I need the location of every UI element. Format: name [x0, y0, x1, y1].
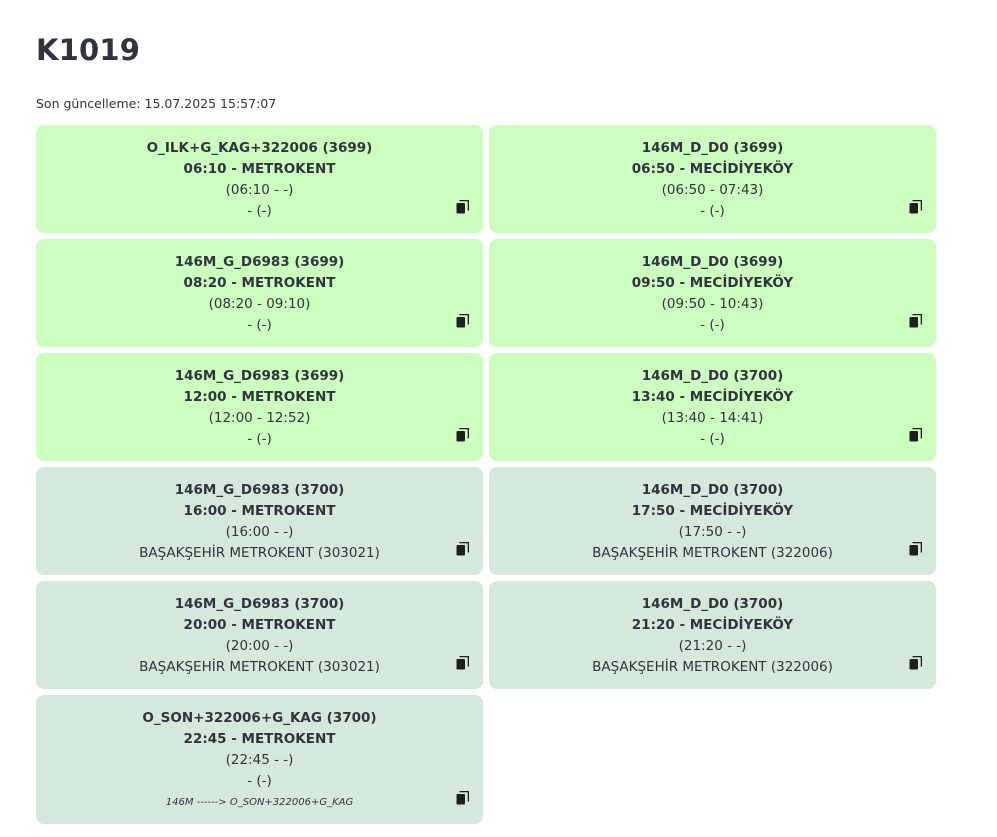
copy-icon[interactable]	[909, 427, 923, 442]
time-range: (22:45 - -)	[225, 752, 294, 768]
time-range: (13:40 - 14:41)	[661, 410, 764, 426]
copy-icon[interactable]	[456, 790, 470, 805]
current-stop: - (-)	[700, 317, 725, 333]
departure-time-stop: 06:10 - METROKENT	[183, 161, 336, 177]
page-title: K1019	[36, 33, 141, 67]
trip-card: 146M_D_D0 (3700) 21:20 - MECİDİYEKÖY (21:2…	[489, 581, 936, 689]
current-stop: BAŞAKŞEHİR METROKENT (322006)	[592, 545, 833, 561]
time-range: (09:50 - 10:43)	[661, 296, 764, 312]
trip-code: 146M_D_D0 (3699)	[641, 140, 784, 156]
trip-code: 146M_D_D0 (3700)	[641, 368, 784, 384]
trip-card-grid: O_ILK+G_KAG+322006 (3699) 06:10 - METROKE…	[36, 125, 936, 824]
time-range: (16:00 - -)	[225, 524, 294, 540]
trip-code: O_ILK+G_KAG+322006 (3699)	[146, 140, 373, 156]
trip-card: O_SON+322006+G_KAG (3700) 22:45 - METROKE…	[36, 695, 483, 824]
time-range: (17:50 - -)	[678, 524, 747, 540]
time-range: (06:10 - -)	[225, 182, 294, 198]
trip-card: 146M_D_D0 (3699) 06:50 - MECİDİYEKÖY (06:5…	[489, 125, 936, 233]
trip-card: 146M_D_D0 (3699) 09:50 - MECİDİYEKÖY (09:5…	[489, 239, 936, 347]
trip-code: 146M_G_D6983 (3700)	[174, 482, 345, 498]
departure-time-stop: 17:50 - MECİDİYEKÖY	[631, 503, 794, 519]
time-range: (20:00 - -)	[225, 638, 294, 654]
trip-card: O_ILK+G_KAG+322006 (3699) 06:10 - METROKE…	[36, 125, 483, 233]
current-stop: - (-)	[700, 431, 725, 447]
departure-time-stop: 22:45 - METROKENT	[183, 731, 336, 747]
trip-code: 146M_G_D6983 (3699)	[174, 254, 345, 270]
trip-card: 146M_G_D6983 (3700) 16:00 - METROKENT (16:…	[36, 467, 483, 575]
time-range: (06:50 - 07:43)	[661, 182, 764, 198]
trip-code: 146M_G_D6983 (3700)	[174, 596, 345, 612]
departure-time-stop: 08:20 - METROKENT	[183, 275, 336, 291]
trip-code: 146M_G_D6983 (3699)	[174, 368, 345, 384]
departure-time-stop: 13:40 - MECİDİYEKÖY	[631, 389, 794, 405]
copy-icon[interactable]	[909, 199, 923, 214]
current-stop: - (-)	[700, 203, 725, 219]
time-range: (21:20 - -)	[678, 638, 747, 654]
trip-code: 146M_D_D0 (3699)	[641, 254, 784, 270]
departure-time-stop: 12:00 - METROKENT	[183, 389, 336, 405]
current-stop: - (-)	[247, 773, 272, 789]
departure-time-stop: 16:00 - METROKENT	[183, 503, 336, 519]
departure-time-stop: 20:00 - METROKENT	[183, 617, 336, 633]
copy-icon[interactable]	[909, 313, 923, 328]
trip-card: 146M_G_D6983 (3699) 08:20 - METROKENT (08:…	[36, 239, 483, 347]
trip-card: 146M_D_D0 (3700) 13:40 - MECİDİYEKÖY (13:4…	[489, 353, 936, 461]
trip-card: 146M_D_D0 (3700) 17:50 - MECİDİYEKÖY (17:5…	[489, 467, 936, 575]
current-stop: - (-)	[247, 317, 272, 333]
current-stop: BAŞAKŞEHİR METROKENT (322006)	[592, 659, 833, 675]
last-updated-text: Son güncelleme: 15.07.2025 15:57:07	[36, 96, 277, 111]
time-range: (08:20 - 09:10)	[208, 296, 311, 312]
copy-icon[interactable]	[456, 313, 470, 328]
departure-time-stop: 09:50 - MECİDİYEKÖY	[631, 275, 794, 291]
current-stop: - (-)	[247, 203, 272, 219]
copy-icon[interactable]	[456, 655, 470, 670]
departure-time-stop: 06:50 - MECİDİYEKÖY	[631, 161, 794, 177]
trip-card: 146M_G_D6983 (3700) 20:00 - METROKENT (20:…	[36, 581, 483, 689]
copy-icon[interactable]	[909, 541, 923, 556]
current-stop: - (-)	[247, 431, 272, 447]
trip-code: O_SON+322006+G_KAG (3700)	[142, 710, 377, 726]
trip-code: 146M_D_D0 (3700)	[641, 596, 784, 612]
copy-icon[interactable]	[456, 541, 470, 556]
time-range: (12:00 - 12:52)	[208, 410, 311, 426]
trip-card: 146M_G_D6983 (3699) 12:00 - METROKENT (12:…	[36, 353, 483, 461]
trip-code: 146M_D_D0 (3700)	[641, 482, 784, 498]
copy-icon[interactable]	[456, 427, 470, 442]
current-stop: BAŞAKŞEHİR METROKENT (303021)	[139, 545, 380, 561]
copy-icon[interactable]	[456, 199, 470, 214]
departure-time-stop: 21:20 - MECİDİYEKÖY	[631, 617, 794, 633]
current-stop: BAŞAKŞEHİR METROKENT (303021)	[139, 659, 380, 675]
route-note: 146M ------> O_SON+322006+G_KAG	[165, 797, 354, 808]
copy-icon[interactable]	[909, 655, 923, 670]
